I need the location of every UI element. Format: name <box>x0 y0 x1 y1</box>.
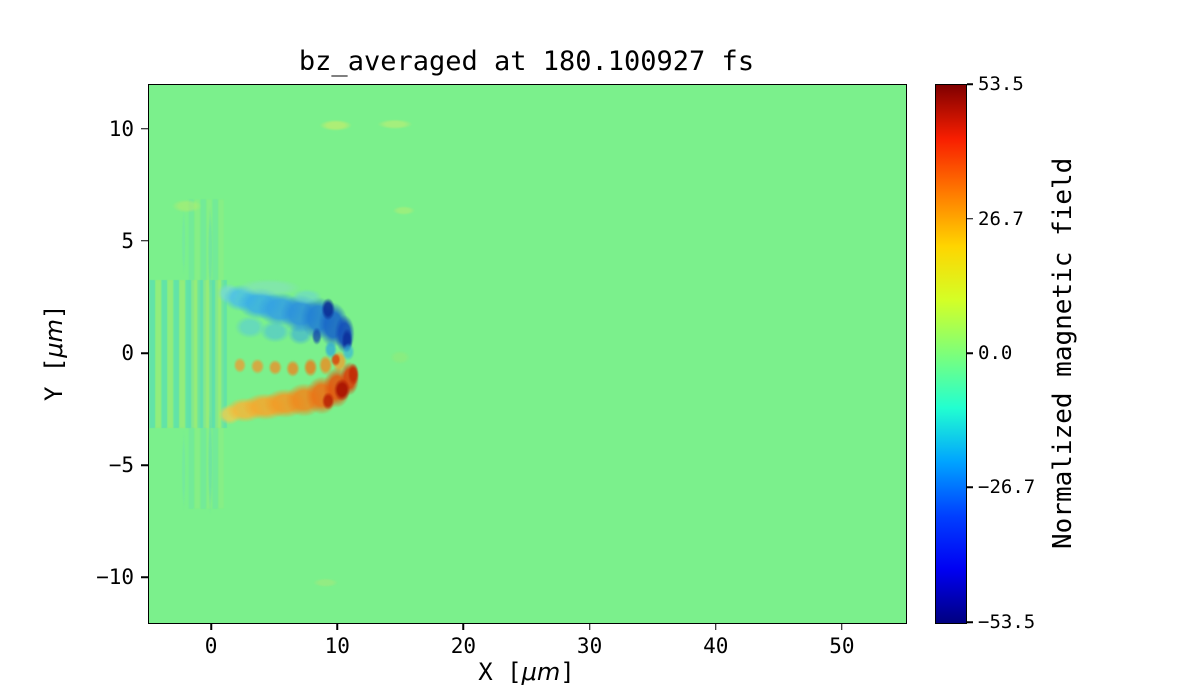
x-axis-label-text: X [ <box>478 658 522 686</box>
colorbar-tick-label: 0.0 <box>978 342 1013 364</box>
y-tick-label: 0 <box>121 341 134 365</box>
heatmap-canvas <box>149 85 906 623</box>
colorbar-tick-mark <box>967 83 973 85</box>
y-axis-label-close: ] <box>40 304 68 320</box>
x-tick-label: 20 <box>450 634 477 658</box>
y-tick-label: −10 <box>96 565 134 590</box>
y-axis-label: Y [μm] <box>36 84 72 622</box>
y-tick-mark <box>141 576 148 578</box>
x-axis-tick-labels: 0 10 20 30 40 50 <box>148 634 905 662</box>
x-tick-label: 40 <box>703 634 729 658</box>
colorbar-label: Normalized magnetic field <box>1048 157 1078 549</box>
x-tick-mark <box>588 623 591 630</box>
y-axis-tick-marks <box>141 84 148 622</box>
y-tick-label: 5 <box>121 228 134 253</box>
x-tick-mark <box>462 623 465 630</box>
colorbar-tick-labels: 53.5 26.7 0.0 −26.7 −53.5 <box>978 73 1068 633</box>
x-tick-mark <box>336 623 338 630</box>
x-tick-mark <box>210 623 212 630</box>
plot-area <box>148 84 907 624</box>
colorbar-tick-mark <box>967 621 973 623</box>
y-tick-label: 10 <box>108 116 134 141</box>
y-tick-mark <box>141 464 148 466</box>
chart-title: bz_averaged at 180.100927 fs <box>298 46 755 77</box>
colorbar-tick-mark <box>967 486 973 488</box>
y-tick-mark <box>141 352 148 354</box>
colorbar-tick-marks <box>967 83 974 623</box>
x-tick-label: 10 <box>324 634 350 658</box>
x-axis-label: X [μm] <box>148 658 905 686</box>
colorbar-tick-label: 26.7 <box>978 207 1024 230</box>
y-axis-label-text: Y [ <box>40 357 68 402</box>
x-tick-label: 50 <box>829 634 855 658</box>
y-axis-label-unit: μm <box>40 319 68 358</box>
y-axis-tick-labels: −10 −5 0 5 10 <box>0 84 134 622</box>
colorbar-tick-label: −26.7 <box>978 476 1036 499</box>
y-tick-mark <box>141 240 148 242</box>
colorbar <box>935 84 967 624</box>
x-axis-label-close: ] <box>560 658 575 686</box>
y-tick-mark <box>141 128 148 130</box>
x-axis-label-unit: μm <box>521 658 561 686</box>
x-tick-mark <box>841 623 843 630</box>
x-tick-label: 0 <box>204 634 218 658</box>
x-axis-tick-marks <box>148 623 905 631</box>
colorbar-tick-label: 53.5 <box>978 73 1024 95</box>
colorbar-tick-label: −53.5 <box>978 611 1036 633</box>
x-tick-mark <box>715 623 717 630</box>
colorbar-tick-mark <box>967 352 973 354</box>
y-tick-label: −5 <box>108 453 134 478</box>
x-tick-label: 30 <box>576 634 603 658</box>
colorbar-tick-mark <box>967 218 973 220</box>
